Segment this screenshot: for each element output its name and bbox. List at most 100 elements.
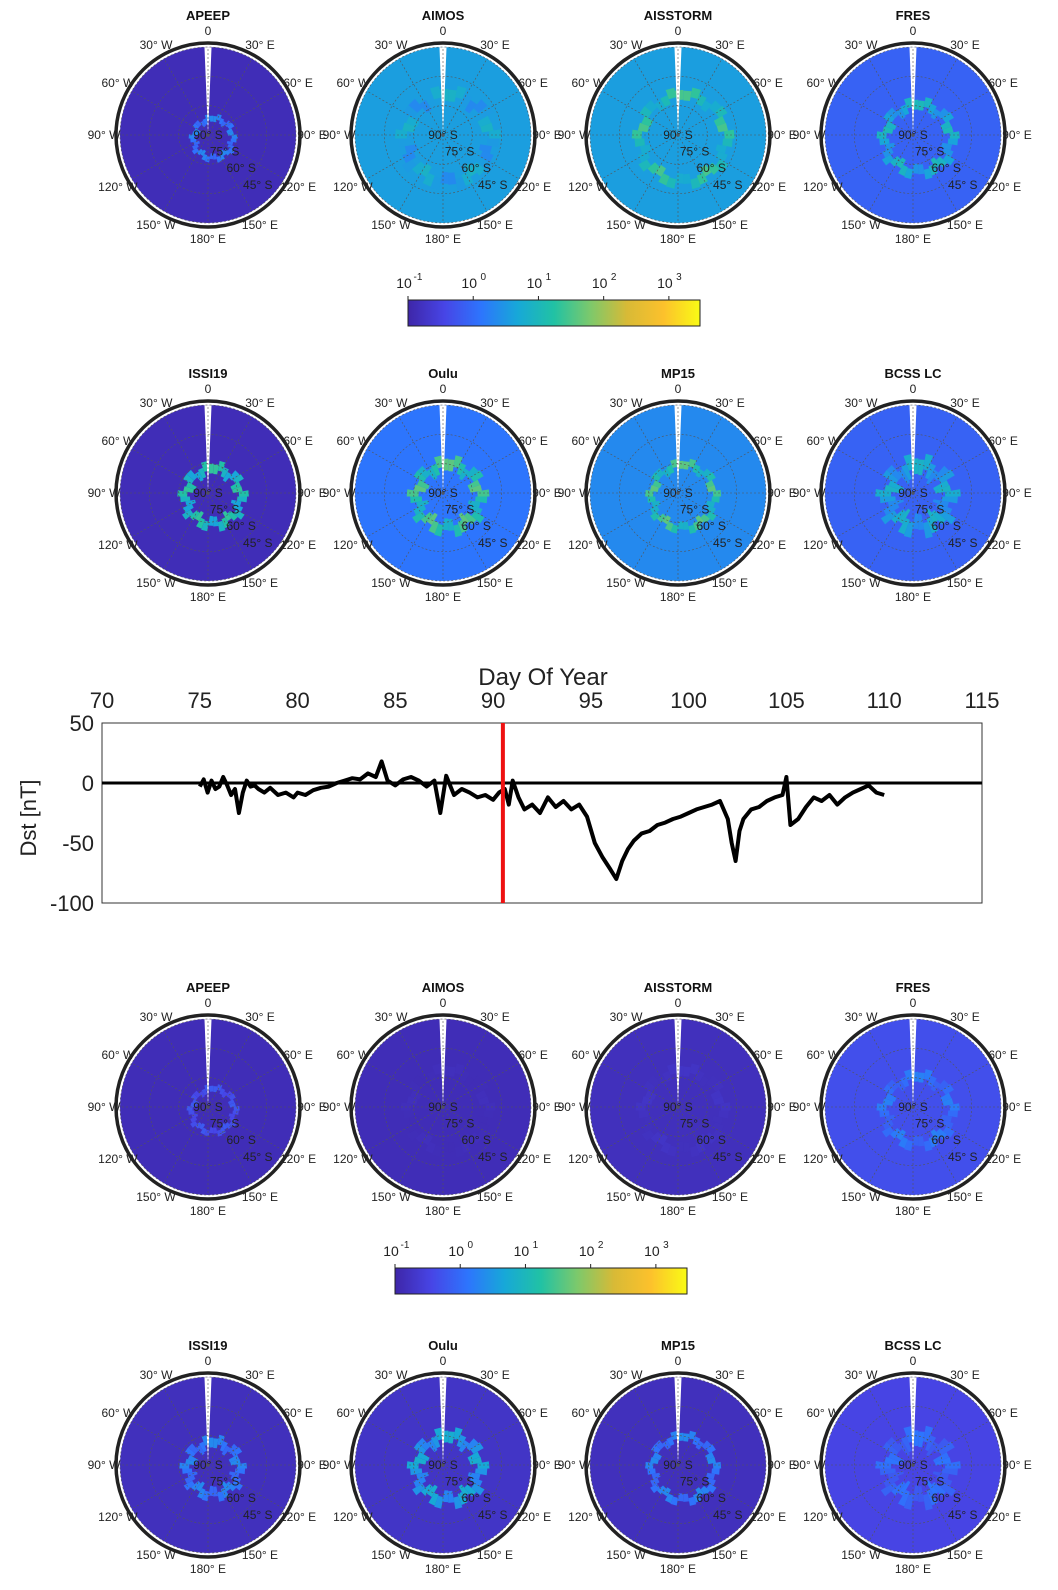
lat-label: 90° S [663, 1458, 692, 1472]
lon-label: 90° E [532, 1458, 561, 1472]
oval-segment [947, 138, 958, 146]
oval-segment [430, 463, 441, 477]
lon-label: 90° W [793, 1100, 826, 1114]
oval-segment [395, 129, 408, 139]
lon-label: 30° W [375, 396, 408, 410]
oval-segment [411, 161, 426, 175]
oval-segment [229, 1116, 236, 1123]
lat-label: 90° S [663, 128, 692, 142]
lon-gridline [601, 1062, 679, 1108]
oval-segment [216, 156, 222, 163]
lat-label: 45° S [948, 1150, 977, 1164]
oval-segment [470, 1132, 482, 1144]
lon-gridline [868, 58, 914, 136]
lon-label: 120° E [985, 538, 1021, 552]
lat-label: 60° S [931, 1491, 960, 1505]
oval-segment [420, 1484, 433, 1496]
oval-segment [217, 1491, 225, 1502]
oval-segment [936, 1475, 953, 1487]
oval-segment [209, 115, 214, 122]
oval-segment [457, 520, 468, 533]
lon-gridline [131, 1106, 209, 1152]
oval-segment [213, 153, 217, 160]
lon-label: 180° E [425, 1562, 461, 1576]
oval-segment [479, 144, 492, 154]
lon-gridline [677, 1420, 755, 1466]
lon-gridline [366, 134, 444, 180]
lon-gridline [677, 416, 723, 494]
oval-segment [706, 1483, 717, 1494]
lon-gridline [633, 1388, 679, 1466]
oval-segment [918, 514, 925, 530]
oval-segment [463, 1133, 475, 1146]
x-tick-label: 95 [579, 688, 603, 713]
lat-gridline [354, 404, 532, 582]
oval-segment [190, 138, 197, 143]
oval-segment [937, 107, 949, 120]
lon-label: 150° W [841, 576, 881, 590]
colorbar-tick-exponent: 2 [611, 272, 617, 283]
oval-segment [470, 470, 484, 482]
oval-segment [198, 1123, 206, 1130]
lon-gridline [398, 416, 444, 494]
panel-title: AISSTORM [644, 8, 712, 23]
oval-segment [412, 1074, 425, 1087]
lon-gridline [633, 1106, 679, 1184]
lon-label: 120° E [280, 180, 316, 194]
oval-segment [226, 1481, 237, 1492]
lon-label: 150° E [242, 218, 278, 232]
oval-segment [222, 510, 232, 522]
lon-gridline [442, 90, 520, 136]
oval-segment [415, 1131, 427, 1144]
lon-label: 60° W [806, 434, 839, 448]
lon-gridline [366, 1420, 444, 1466]
lat-label: 60° S [461, 1491, 490, 1505]
oval-segment [670, 524, 679, 534]
oval-segment [432, 1063, 442, 1075]
lat-gridline [384, 76, 502, 194]
oval-segment [223, 149, 231, 156]
oval-segment [227, 1099, 235, 1105]
oval-segment [934, 465, 950, 481]
oval-segment [898, 1480, 911, 1496]
oval-segment [230, 499, 242, 507]
oval-segment [218, 118, 225, 125]
oval-segment [926, 508, 939, 524]
oval-segment [941, 1468, 958, 1476]
lon-gridline [398, 1106, 444, 1184]
oval-segment [217, 1434, 225, 1446]
lon-gridline [912, 448, 990, 494]
lon-gridline [442, 1106, 488, 1184]
lon-gridline [366, 448, 444, 494]
lon-label: 0 [910, 1354, 917, 1368]
panel-title: FRES [896, 8, 931, 23]
oval-segment [666, 464, 675, 474]
oval-segment [201, 1088, 208, 1096]
oval-segment [662, 1070, 673, 1083]
x-tick-label: 75 [188, 688, 212, 713]
lon-label: 180° E [425, 232, 461, 246]
oval-segment [700, 1485, 710, 1496]
oval-segment [903, 1493, 914, 1510]
oval-segment [410, 1090, 422, 1100]
oval-segment [880, 510, 898, 525]
oval-segment [459, 1070, 470, 1082]
lat-gridline [824, 46, 1002, 224]
lat-label: 75° S [680, 1117, 709, 1131]
lon-label: 90° E [297, 1100, 326, 1114]
oval-segment [196, 517, 205, 529]
lat-gridline [854, 1048, 972, 1166]
lon-label: 0 [675, 382, 682, 396]
lat-label: 90° S [193, 1458, 222, 1472]
lat-label: 45° S [243, 1508, 272, 1522]
oval-segment [887, 107, 899, 119]
oval-segment [453, 455, 463, 469]
oval-segment [480, 122, 494, 133]
lon-gridline [366, 90, 444, 136]
oval-segment [458, 468, 470, 481]
oval-segment [453, 1496, 463, 1510]
oval-segment [448, 1142, 456, 1153]
oval-segment [923, 1425, 934, 1443]
